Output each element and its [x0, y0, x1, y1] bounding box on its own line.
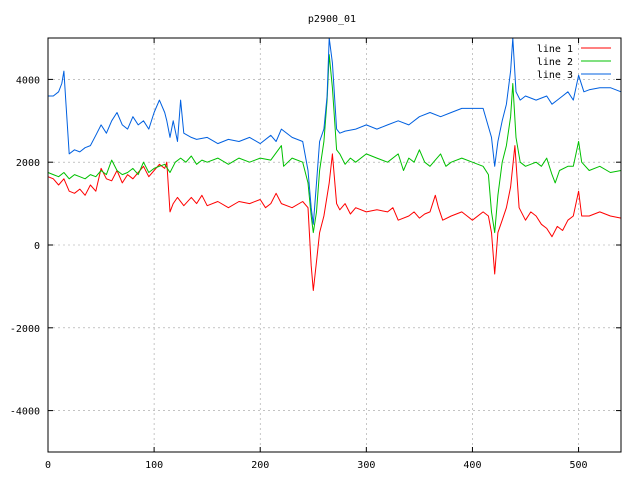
- x-tick-label: 400: [463, 460, 481, 471]
- legend-label: line 2: [537, 57, 573, 68]
- y-tick-label: 2000: [16, 158, 40, 169]
- chart-title: p2900_01: [308, 14, 356, 25]
- x-tick-label: 300: [357, 460, 375, 471]
- legend-label: line 1: [537, 44, 573, 55]
- y-tick-label: -4000: [10, 407, 40, 418]
- y-tick-label: 4000: [16, 75, 40, 86]
- y-tick-label: -2000: [10, 324, 40, 335]
- x-tick-label: 100: [145, 460, 163, 471]
- x-tick-label: 500: [570, 460, 588, 471]
- plot-frame: [47, 37, 622, 453]
- series-layer: [47, 37, 622, 291]
- legend: line 1 line 2 line 3: [537, 44, 611, 81]
- series-line-2: [47, 54, 622, 234]
- x-tick-label: 200: [251, 460, 269, 471]
- x-tick-label: 0: [45, 460, 51, 471]
- y-tick-label: 0: [34, 241, 40, 252]
- series-line-1: [47, 145, 622, 291]
- series-line-3: [48, 37, 622, 225]
- legend-label: line 3: [537, 70, 573, 81]
- tick-layer: 0 100 200 300 400 500 -4000 -2000 0 2000 4000: [10, 38, 621, 471]
